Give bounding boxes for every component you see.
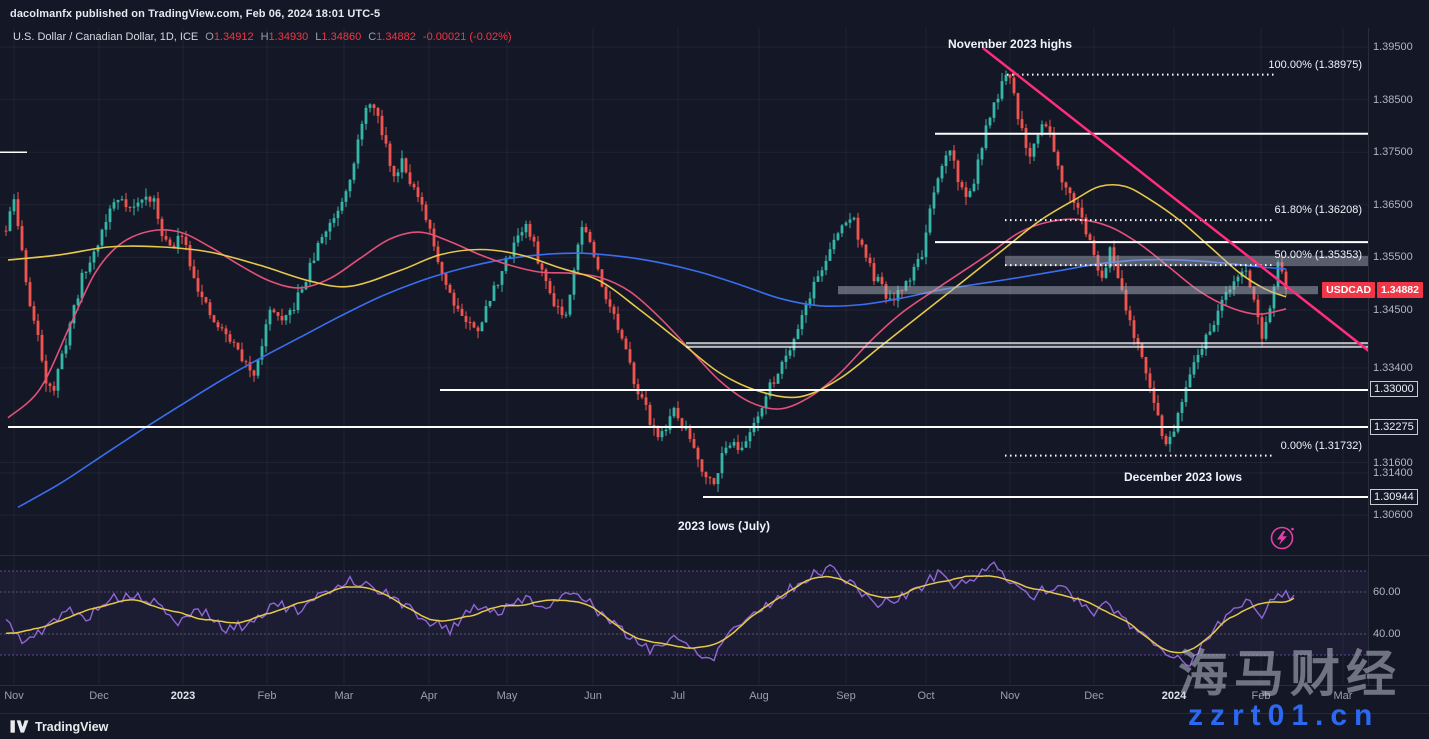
ohlc-high: H1.34930: [260, 31, 309, 43]
ma-yellow-line: [7, 183, 1287, 399]
attribution-bar: dacolmanfx published on TradingView.com,…: [0, 0, 1429, 27]
ma-blue-line: [17, 252, 1287, 508]
watermark-site: zzrt01.cn: [1188, 699, 1380, 732]
last-price-value: 1.34882: [1377, 281, 1423, 298]
price-zone: [1005, 255, 1368, 267]
ma-pink-line: [7, 218, 1287, 419]
rsi-line: [5, 561, 1295, 668]
trendline: [982, 47, 1368, 352]
last-price-symbol: USDCAD: [1322, 281, 1376, 298]
watermark-cjk: 海马财经: [1178, 646, 1402, 702]
rsi-ma-line: [5, 575, 1295, 654]
tradingview-brand-text: TradingView: [35, 719, 109, 734]
price-zone: [838, 286, 1318, 295]
symbol-title: U.S. Dollar / Canadian Dollar, 1D, ICE: [13, 31, 199, 43]
symbol-legend: U.S. Dollar / Canadian Dollar, 1D, ICE O…: [13, 31, 512, 43]
main-pane: [0, 47, 1368, 508]
last-price-badge: USDCAD 1.34882: [1322, 281, 1423, 298]
change-value: -0.00021 (-0.02%): [422, 31, 512, 43]
flash-icon[interactable]: [1268, 524, 1296, 552]
ohlc-low: L1.34860: [315, 31, 362, 43]
time-axis[interactable]: [0, 686, 1368, 712]
attribution-text: dacolmanfx published on TradingView.com,…: [10, 7, 381, 20]
price-zone: [686, 342, 1368, 347]
footer-bar: TradingView: [0, 713, 1429, 739]
ohlc-close: C1.34882: [368, 31, 416, 43]
ohlc-open: O1.34912: [205, 31, 254, 43]
price-axis[interactable]: [1369, 28, 1429, 685]
tradingview-logo-link[interactable]: TradingView: [10, 719, 108, 734]
tradingview-logo-icon: [10, 720, 29, 733]
rsi-pane: [0, 561, 1368, 668]
